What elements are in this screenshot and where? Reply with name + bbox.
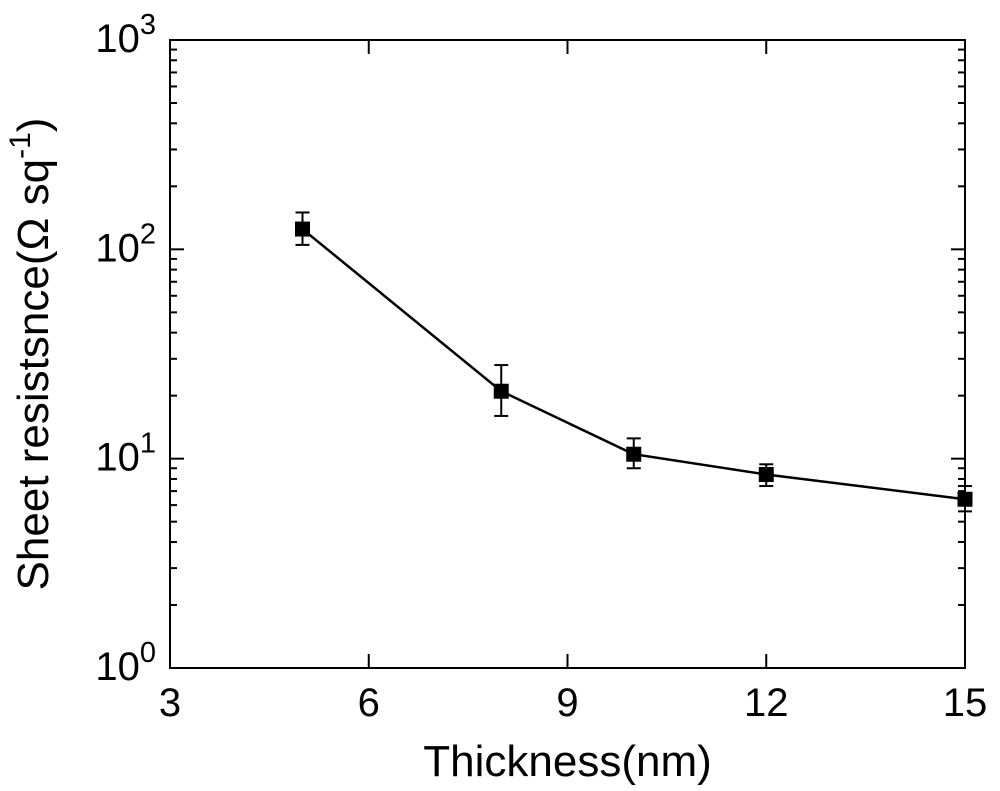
y-axis-label: Sheet resistsnce(Ω sq-1) [4,118,58,591]
data-marker [627,447,641,461]
data-marker [958,492,972,506]
x-tick-label: 3 [159,681,181,725]
data-marker [296,222,310,236]
x-tick-label: 12 [744,681,789,725]
x-tick-label: 6 [358,681,380,725]
x-tick-label: 9 [556,681,578,725]
x-tick-label: 15 [943,681,988,725]
data-marker [759,468,773,482]
chart-container: 3691215100101102103Thickness(nm)Sheet re… [0,0,1000,791]
data-marker [494,384,508,398]
chart-svg: 3691215100101102103Thickness(nm)Sheet re… [0,0,1000,791]
x-axis-label: Thickness(nm) [423,737,712,786]
